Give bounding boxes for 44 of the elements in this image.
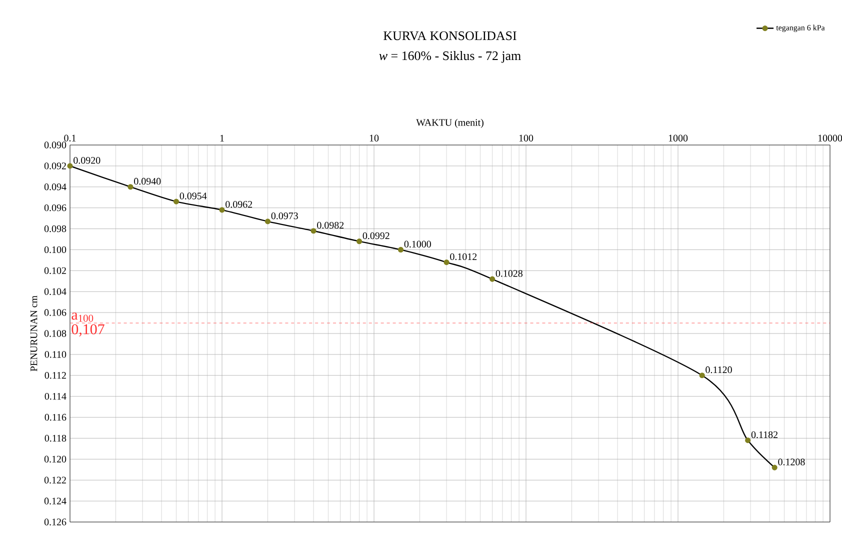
x-tick-label: 0.1 bbox=[64, 134, 76, 142]
x-tick-label: 10 bbox=[370, 134, 379, 142]
x-tick-label: 10000 bbox=[818, 134, 842, 142]
y-tick-label: 0.090 bbox=[44, 142, 66, 148]
data-label: 0.0982 bbox=[317, 222, 344, 229]
y-tick-label: 0.116 bbox=[44, 414, 66, 421]
data-label: 0.1028 bbox=[496, 270, 522, 277]
y-tick-label: 0.104 bbox=[44, 288, 66, 295]
data-label: 0.0920 bbox=[74, 156, 100, 164]
x-tick-label: 1000 bbox=[668, 134, 688, 142]
y-tick-label: 0.102 bbox=[44, 267, 66, 274]
y-tick-label: 0.100 bbox=[44, 246, 66, 254]
data-label: 0.1208 bbox=[778, 458, 805, 466]
y-tick-label: 0.124 bbox=[44, 498, 66, 504]
data-label: 0.1182 bbox=[751, 431, 778, 438]
y-tick-label: 0.094 bbox=[44, 184, 66, 190]
y-tick-label: 0.092 bbox=[44, 162, 66, 170]
y-tick-label: 0.108 bbox=[44, 330, 66, 337]
y-tick-label: 0.112 bbox=[44, 372, 66, 379]
y-tick-label: 0.122 bbox=[44, 476, 66, 484]
data-label: 0.0954 bbox=[180, 192, 207, 200]
y-tick-label: 0.126 bbox=[44, 518, 66, 526]
y-tick-label: 0.114 bbox=[44, 392, 66, 400]
y-tick-label: 0.098 bbox=[44, 225, 66, 232]
ref-line-label: a$_{100}$ bbox=[72, 312, 94, 322]
y-axis-title: PENURUNAN cm bbox=[30, 296, 38, 372]
y-tick-label: 0.106 bbox=[44, 309, 66, 316]
chart-subtitle: w = 160% - Siklus - 72 jam bbox=[379, 51, 521, 63]
data-label: 0.1000 bbox=[404, 240, 431, 248]
data-label: 0.0973 bbox=[271, 212, 298, 220]
chart-title: KURVA KONSOLIDASI bbox=[384, 31, 516, 40]
x-tick-label: 100 bbox=[519, 134, 534, 142]
data-label: 0.0992 bbox=[362, 232, 390, 240]
y-tick-label: 0.118 bbox=[44, 434, 66, 442]
y-tick-label: 0.120 bbox=[44, 456, 66, 463]
x-tick-label: 1 bbox=[220, 134, 224, 142]
y-tick-label: 0.096 bbox=[44, 204, 66, 212]
annotation: 0,107 bbox=[72, 324, 104, 336]
data-label: 0.1120 bbox=[706, 366, 732, 374]
data-label: 0.1012 bbox=[450, 253, 477, 260]
data-label: 0.0962 bbox=[226, 200, 252, 208]
data-label: 0.0940 bbox=[134, 178, 161, 185]
y-tick-label: 0.110 bbox=[44, 351, 66, 358]
x-axis-title: WAKTU (menit) bbox=[416, 118, 484, 128]
